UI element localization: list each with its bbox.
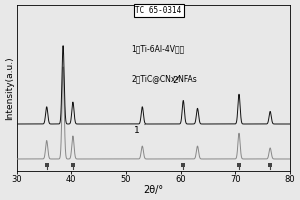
Text: TC 65-0314: TC 65-0314 (136, 6, 182, 15)
Text: 1: 1 (134, 125, 145, 135)
Text: 2：TiC@CNx-NFAs: 2：TiC@CNx-NFAs (131, 74, 197, 83)
X-axis label: 2θ/°: 2θ/° (143, 185, 163, 195)
Text: 2: 2 (172, 76, 178, 85)
Y-axis label: Intensity(a.u.): Intensity(a.u.) (5, 56, 14, 120)
Text: 1：Ti-6Al-4V合金: 1：Ti-6Al-4V合金 (131, 45, 184, 54)
